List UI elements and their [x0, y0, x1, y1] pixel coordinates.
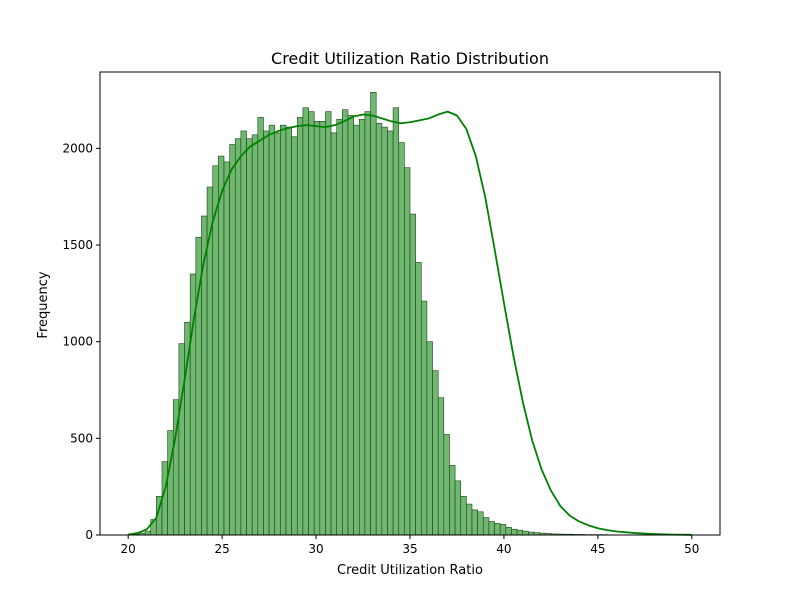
histogram-bar: [443, 434, 450, 536]
histogram-bar: [342, 109, 349, 536]
histogram-bar: [206, 186, 214, 536]
histogram-bar: [358, 119, 366, 536]
histogram-bar: [330, 132, 338, 536]
histogram-bar: [263, 130, 270, 536]
histogram-bar: [370, 92, 377, 536]
y-axis-label: Frequency: [36, 271, 51, 338]
histogram-bar: [426, 341, 433, 536]
histogram-bar: [398, 142, 405, 536]
histogram-bar: [522, 530, 529, 536]
histogram-bars: [127, 92, 659, 536]
histogram-bar: [302, 107, 309, 536]
x-tick-label: 50: [684, 542, 699, 556]
histogram-bar: [449, 465, 456, 536]
y-axis-ticks: 0 500 1000 1500 2000: [62, 141, 100, 542]
histogram-bar: [477, 511, 484, 536]
histogram-bar: [505, 526, 512, 536]
y-tick-label: 500: [70, 431, 93, 445]
y-tick-label: 1000: [62, 335, 93, 349]
histogram-bar: [325, 111, 332, 536]
x-axis-ticks: 20 25 30 35 40 45 50: [121, 535, 699, 556]
histogram-bar: [167, 430, 174, 536]
x-tick-label: 40: [496, 542, 511, 556]
histogram-bar: [229, 144, 236, 536]
histogram-bar: [268, 124, 276, 536]
histogram-bar: [353, 124, 360, 536]
histogram-bar: [308, 111, 315, 536]
histogram-bar: [336, 119, 343, 536]
y-tick-label: 2000: [62, 141, 93, 155]
histogram-bar: [178, 343, 185, 536]
y-tick-label: 1500: [62, 238, 93, 252]
histogram-bar: [482, 517, 490, 536]
histogram-bar: [319, 121, 326, 536]
histogram-bar: [218, 155, 225, 536]
histogram-bar: [437, 397, 445, 536]
histogram-bar: [240, 130, 247, 536]
x-tick-label: 45: [590, 542, 605, 556]
x-tick-label: 30: [308, 542, 323, 556]
histogram-bar: [251, 134, 259, 536]
x-axis-label: Credit Utilization Ratio: [337, 563, 483, 578]
chart-title: Credit Utilization Ratio Distribution: [271, 49, 549, 68]
x-tick-label: 25: [214, 542, 229, 556]
histogram-bar: [392, 107, 400, 536]
y-tick-label: 0: [85, 528, 93, 542]
histogram-bar: [516, 529, 524, 536]
histogram-bar: [313, 121, 321, 536]
histogram-bar: [415, 262, 422, 536]
histogram-bar: [471, 509, 478, 536]
histogram-bar: [285, 126, 292, 536]
histogram-bar: [420, 300, 428, 536]
histogram-bar: [488, 521, 495, 536]
histogram-bar: [511, 528, 518, 536]
histogram-bar: [280, 124, 287, 536]
histogram-bar: [144, 530, 152, 536]
histogram-bar: [234, 138, 242, 536]
histogram-bar: [454, 480, 462, 536]
histogram-bar: [432, 370, 439, 536]
histogram-bar: [274, 132, 281, 536]
histogram-bar: [499, 524, 507, 536]
histogram-bar: [291, 136, 298, 536]
x-tick-label: 35: [402, 542, 417, 556]
histogram-bar: [494, 523, 501, 536]
x-tick-label: 20: [121, 542, 136, 556]
kde-curve: [128, 110, 692, 536]
histogram-bar: [223, 161, 230, 536]
histogram-bar: [375, 122, 383, 536]
plot-frame: [99, 71, 721, 536]
histogram-bar: [296, 117, 304, 536]
histogram-bar: [257, 117, 264, 536]
histogram-bar: [381, 126, 388, 536]
histogram-bar: [404, 167, 411, 536]
histogram-bar: [387, 130, 394, 536]
histogram-bar: [409, 213, 416, 536]
histogram-bar: [347, 115, 354, 536]
histogram-bar: [460, 496, 467, 536]
histogram-bar: [466, 503, 473, 536]
histogram-bar: [246, 138, 253, 536]
histogram-bar: [364, 111, 371, 536]
